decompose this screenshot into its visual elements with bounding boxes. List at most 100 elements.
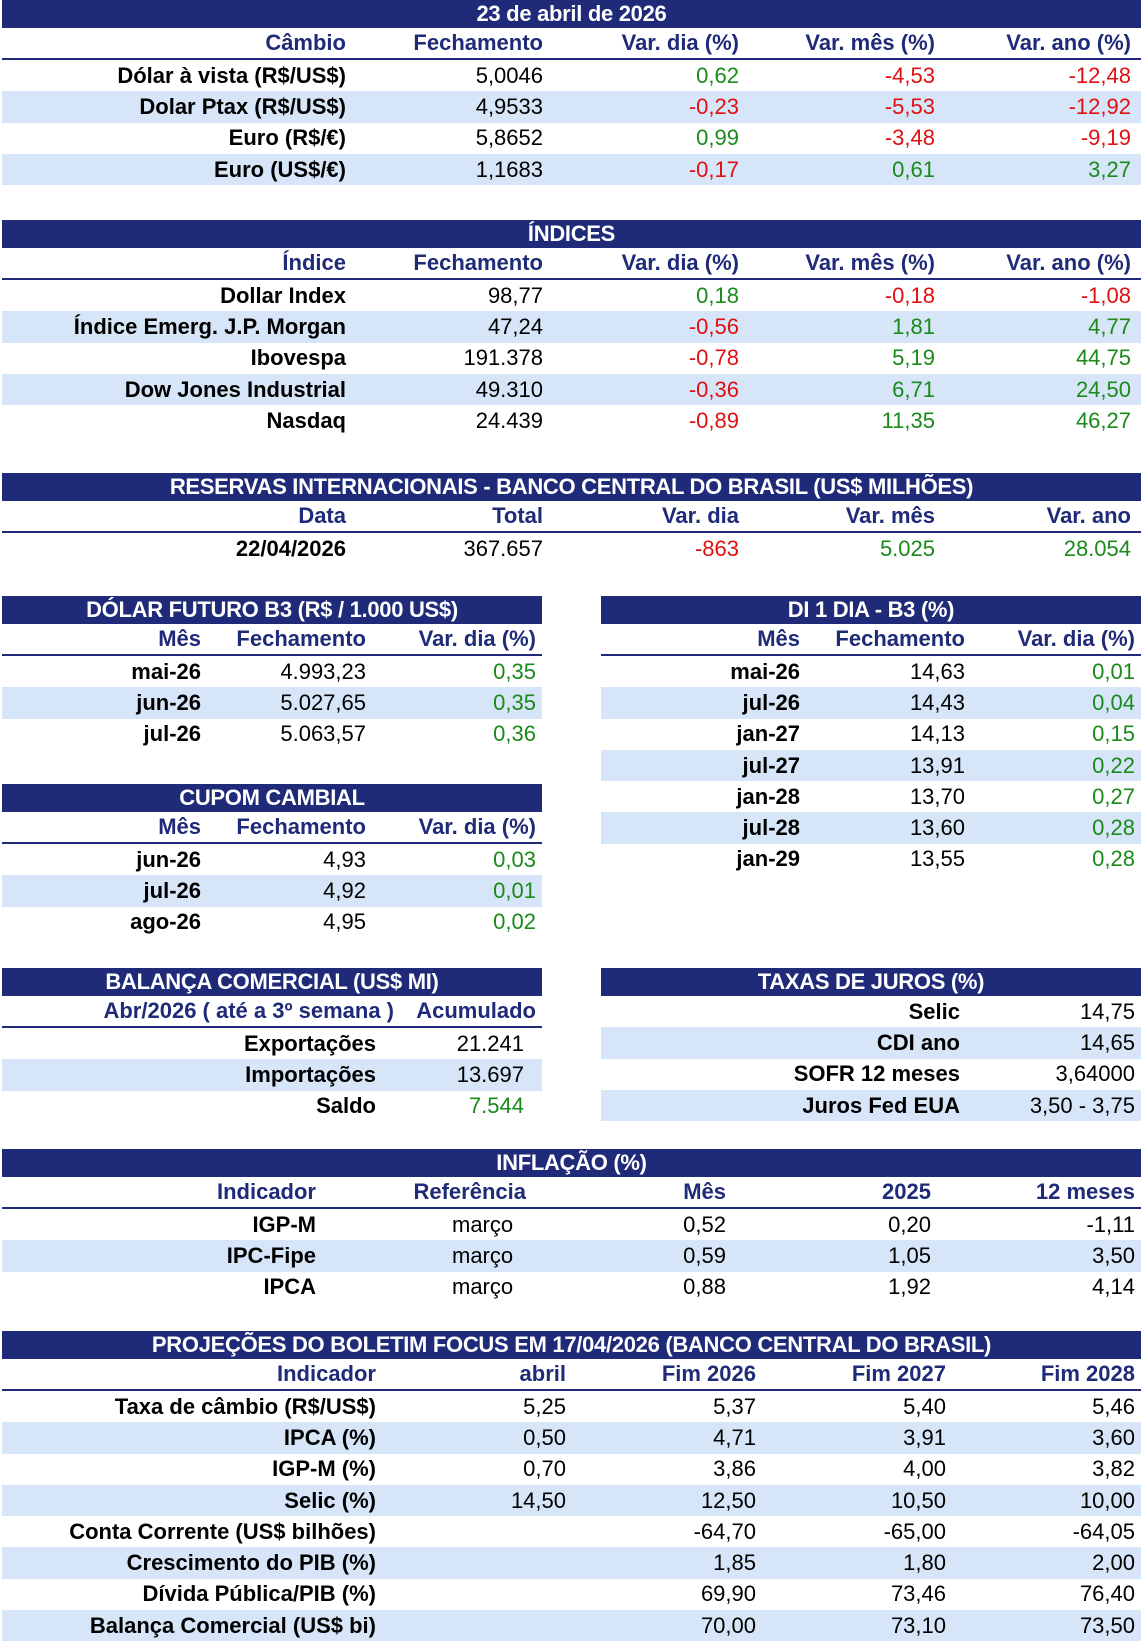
end-2028-value: 76,40: [1079, 1581, 1135, 1607]
reservas-var-month: 5.025: [879, 535, 935, 561]
var-year: -12,92: [1068, 93, 1131, 119]
end-2026-value: 4,71: [713, 1424, 756, 1450]
table-row: Exportações 21.241: [2, 1028, 542, 1059]
end-2028-value: 10,00: [1079, 1487, 1135, 1513]
var-day: 0,02: [493, 909, 536, 935]
close-value: 4,92: [323, 877, 366, 903]
var-year: -1,08: [1080, 282, 1131, 308]
var-year: -12,48: [1068, 62, 1131, 88]
month-label: jan-28: [736, 783, 800, 809]
var-month: 11,35: [881, 407, 935, 433]
juros-rows: Selic 14,75 CDI ano 14,65 SOFR 12 meses 3,640…: [601, 996, 1141, 1122]
var-year: -9,19: [1080, 125, 1131, 151]
end-2026-value: -64,70: [693, 1518, 756, 1544]
balanca-rows: Exportações 21.241 Importações 13.697 Saldo 7…: [2, 1028, 542, 1122]
table-row: Balança Comercial (US$ bi) 70,00 73,10 73,5…: [2, 1610, 1141, 1642]
dolar-futuro-rows: mai-26 4.993,23 0,35 jun-26 5.027,65 0,35 jul-…: [2, 656, 542, 750]
row-label: Saldo: [316, 1093, 376, 1119]
end-2028-value: -64,05: [1072, 1518, 1135, 1544]
var-month: 5,19: [892, 345, 935, 371]
focus-header: Indicador abril Fim 2026 Fim 2027 Fim 20…: [2, 1359, 1141, 1391]
var-day: 0,15: [1092, 721, 1135, 747]
month-label: ago-26: [130, 909, 201, 935]
table-row: Dow Jones Industrial 49.310 -0,36 6,71 24,50: [2, 373, 1141, 406]
table-row: 22/04/2026 367.657 -863 5.025 28.054: [2, 533, 1141, 564]
month-label: jul-26: [143, 721, 201, 747]
table-row: IPCA março 0,88 1,92 4,14: [2, 1272, 1141, 1303]
col-header: Var. dia (%): [418, 626, 536, 651]
indices-header: Índice Fechamento Var. dia (%) Var. mês …: [2, 248, 1141, 280]
rate-label: CDI ano: [876, 1029, 960, 1055]
col-header: Var. ano: [1046, 503, 1131, 528]
col-header: Var. mês (%): [805, 30, 935, 55]
cupom-title: CUPOM CAMBIAL: [2, 784, 542, 812]
row-label: Crescimento do PIB (%): [126, 1550, 376, 1576]
var-day: 0,01: [1092, 658, 1135, 684]
month-label: mai-26: [131, 658, 201, 684]
close-value: 24.439: [475, 407, 543, 433]
close-value: 14,63: [909, 658, 965, 684]
var-day: 0,22: [1092, 752, 1135, 778]
month-value: 0,59: [683, 1242, 726, 1268]
close-value: 4,9533: [475, 93, 543, 119]
end-2027-value: -65,00: [883, 1518, 946, 1544]
focus-rows: Taxa de câmbio (R$/US$) 5,25 5,37 5,40 5,46 I…: [2, 1391, 1141, 1642]
var-day: 0,28: [1092, 815, 1135, 841]
end-2027-value: 10,50: [890, 1487, 946, 1513]
rate-value: 14,65: [1079, 1029, 1135, 1055]
table-row: Saldo 7.544: [2, 1091, 542, 1122]
cambio-title: 23 de abril de 2026: [2, 0, 1141, 28]
table-row: jun-26 4,93 0,03: [2, 844, 542, 875]
cupom-header: Mês Fechamento Var. dia (%): [2, 812, 542, 844]
end-2026-value: 1,85: [713, 1550, 756, 1576]
end-2028-value: 73,50: [1079, 1612, 1135, 1638]
close-value: 5,8652: [475, 125, 543, 151]
table-row: Taxa de câmbio (R$/US$) 5,25 5,37 5,40 5,46: [2, 1391, 1141, 1422]
var-month: -3,48: [884, 125, 935, 151]
col-header: Var. dia (%): [621, 30, 739, 55]
row-label: Balança Comercial (US$ bi): [89, 1612, 376, 1638]
table-row: ago-26 4,95 0,02: [2, 907, 542, 938]
rate-value: 3,64000: [1055, 1061, 1135, 1087]
reference: março: [452, 1211, 514, 1237]
close-value: 5,0046: [475, 62, 543, 88]
col-header: Data: [298, 503, 346, 528]
focus-table: PROJEÇÕES DO BOLETIM FOCUS EM 17/04/2026…: [2, 1331, 1141, 1642]
table-row: jan-29 13,55 0,28: [601, 844, 1141, 875]
close-value: 5.027,65: [280, 689, 366, 715]
row-value: 7.544: [468, 1093, 524, 1119]
row-label: Euro (US$/€): [213, 156, 346, 182]
var-day: -0,36: [688, 376, 739, 402]
cambio-rows: Dólar à vista (R$/US$) 5,0046 0,62 -4,53 -12…: [2, 60, 1141, 186]
col-header: Mês: [683, 1179, 726, 1204]
reservas-var-day: -863: [694, 535, 739, 561]
end-2026-value: 70,00: [700, 1612, 756, 1638]
var-day: -0,17: [688, 156, 739, 182]
var-day: 0,28: [1092, 846, 1135, 872]
close-value: 13,91: [909, 752, 965, 778]
col-header: Fechamento: [413, 250, 543, 275]
row-value: 13.697: [456, 1061, 524, 1087]
table-row: jul-27 13,91 0,22: [601, 749, 1141, 782]
close-value: 14,43: [909, 689, 965, 715]
table-row: jul-26 14,43 0,04: [601, 687, 1141, 719]
row-label: Importações: [245, 1061, 376, 1087]
var-day: -0,56: [688, 313, 739, 339]
table-row: mai-26 4.993,23 0,35: [2, 656, 542, 687]
row-label: Exportações: [243, 1030, 376, 1056]
close-value: 13,55: [909, 846, 965, 872]
col-header: Acumulado: [416, 998, 536, 1023]
col-header: Total: [492, 503, 543, 528]
var-day: 0,01: [493, 877, 536, 903]
col-header: Var. mês: [845, 503, 935, 528]
col-header: 12 meses: [1035, 1179, 1135, 1204]
rate-value: 14,75: [1079, 998, 1135, 1024]
col-header: Mês: [158, 626, 201, 651]
close-value: 14,13: [909, 721, 965, 747]
var-day: 0,27: [1092, 783, 1135, 809]
indices-title: ÍNDICES: [2, 220, 1141, 248]
end-2026-value: 12,50: [700, 1487, 756, 1513]
di-header: Mês Fechamento Var. dia (%): [601, 624, 1141, 656]
col-header: Índice: [282, 250, 346, 275]
